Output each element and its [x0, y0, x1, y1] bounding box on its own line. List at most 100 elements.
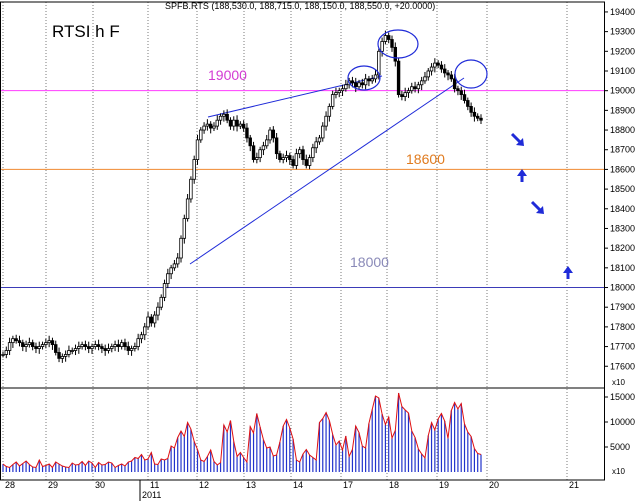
candle-body [143, 326, 147, 336]
candle-body [14, 338, 18, 342]
candle-body [139, 334, 144, 340]
x-tick-label: 17 [343, 480, 353, 490]
candle-body [208, 123, 213, 129]
x-tick-label: 11 [150, 480, 159, 490]
candle-body [413, 86, 417, 90]
candle-body [123, 342, 127, 347]
candle-body [314, 141, 318, 149]
candle-body [370, 78, 374, 82]
candle-body [182, 218, 187, 239]
arrow-down-right-icon [530, 200, 544, 214]
candle-body [340, 88, 345, 92]
candle-body [403, 92, 407, 97]
candle-body [11, 338, 15, 344]
x-tick-label: 29 [48, 480, 58, 490]
candle-body [472, 111, 477, 117]
candle-body [103, 348, 107, 351]
candle-body [443, 68, 447, 74]
candle-body [232, 119, 236, 127]
x-tick-label: 18 [389, 480, 399, 490]
candle-body [288, 155, 292, 160]
candle-body [218, 115, 223, 121]
candle-body [136, 338, 140, 347]
candle-body [245, 127, 249, 139]
candle-body [307, 157, 312, 166]
candle-body [419, 80, 424, 86]
x-tick-label: 14 [293, 480, 303, 490]
candle-body [350, 80, 355, 84]
candle-body [228, 119, 233, 127]
y-tick-label: 18000 [610, 283, 635, 293]
x-tick-label: 28 [5, 480, 15, 490]
candle-body [106, 348, 111, 351]
candle-body [377, 50, 381, 76]
candle-body [416, 84, 421, 90]
candle-body [30, 342, 35, 347]
candle-body [452, 78, 457, 90]
y-tick-label: 18600 [610, 164, 635, 174]
candle-body [87, 346, 91, 349]
candle-body [156, 306, 160, 316]
candle-body [146, 316, 150, 328]
candle-body [215, 119, 219, 127]
candle-body [396, 60, 401, 96]
candle-body [83, 344, 88, 347]
level-label-19000: 19000 [208, 67, 247, 83]
candle-body [80, 344, 84, 347]
candle-body [271, 129, 276, 139]
candle-body [222, 113, 226, 117]
right-shoulder-ellipse [454, 59, 488, 89]
y-tick-label: 18800 [610, 125, 635, 135]
candle-body [466, 100, 470, 107]
candle-body [169, 267, 173, 275]
candle-body [212, 125, 216, 129]
candle-body [367, 78, 371, 82]
year-label: 2011 [142, 490, 162, 500]
y-tick-label: 18200 [610, 243, 635, 253]
volume-tick-label: 15000 [610, 392, 635, 402]
y-tick-label: 18900 [610, 105, 635, 115]
candle-body [225, 113, 229, 121]
candle-body [17, 340, 22, 344]
candle-body [337, 90, 341, 94]
candle-body [67, 350, 71, 355]
candle-body [410, 86, 414, 92]
y-tick-label: 19400 [610, 7, 635, 17]
candle-body [90, 346, 94, 349]
candle-body [40, 344, 45, 347]
candle-body [311, 147, 315, 158]
candle-body [159, 296, 163, 308]
candle-body [330, 94, 335, 107]
candle-body [100, 346, 104, 349]
candle-body [294, 153, 299, 166]
volume-scale-label: x10 [612, 467, 625, 476]
candle-body [119, 342, 124, 347]
candle-body [50, 340, 55, 345]
candle-body [423, 76, 427, 82]
candle-body [291, 159, 295, 166]
candle-body [60, 356, 65, 359]
volume-tick-label: 5000 [610, 442, 630, 452]
candle-body [27, 342, 32, 346]
candle-body [383, 35, 388, 42]
candle-body [426, 70, 430, 78]
left-shoulder-ellipse [347, 65, 381, 91]
candle-body [93, 344, 98, 347]
chart-header: SPFB.RTS (188,530.0, 188,715.0, 188,150.… [165, 1, 436, 11]
price-panel-frame [0, 1, 605, 389]
candle-body [63, 354, 68, 357]
candle-body [380, 41, 384, 52]
candle-body [195, 139, 200, 160]
candle-body [73, 348, 78, 351]
candle-body [57, 352, 61, 359]
candle-body [469, 106, 473, 113]
volume-outline [2, 392, 482, 469]
candle-body [390, 39, 394, 48]
candle-body [44, 342, 48, 346]
price-scale-label: x10 [612, 378, 625, 387]
candle-body [185, 198, 190, 220]
candle-body [172, 263, 177, 269]
candle-body [321, 125, 325, 139]
candle-body [189, 178, 193, 200]
